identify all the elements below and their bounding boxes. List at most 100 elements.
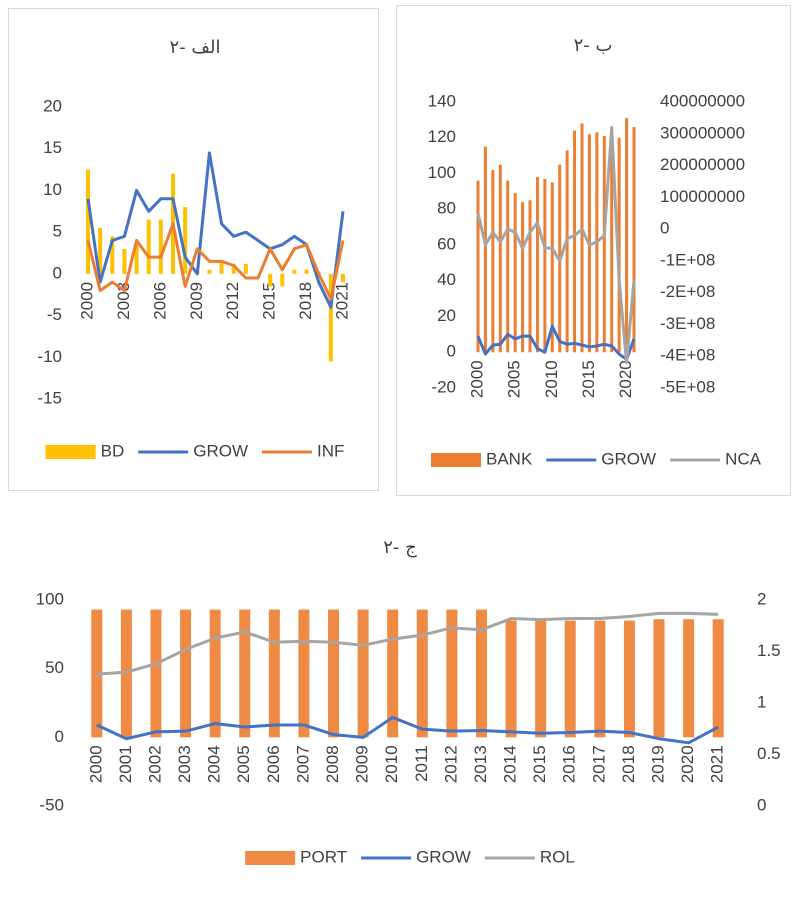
bar xyxy=(521,202,524,352)
legend-label: PORT xyxy=(300,847,347,866)
x-tick-label: 2014 xyxy=(501,745,520,783)
bar xyxy=(543,179,546,352)
x-tick-label: 2007 xyxy=(293,745,312,783)
bar xyxy=(491,170,494,352)
x-tick-label: 2021 xyxy=(332,282,351,320)
x-tick-label: 2006 xyxy=(264,745,283,783)
x-tick-label: 2003 xyxy=(175,745,194,783)
y2-tick-label: 300000000 xyxy=(660,123,745,142)
legend: PORTGROWROL xyxy=(245,847,575,866)
bar xyxy=(713,619,724,737)
y2-tick-label: -4E+08 xyxy=(660,346,715,365)
bar xyxy=(239,610,250,738)
x-tick-label: 2003 xyxy=(114,282,133,320)
x-tick-label: 2015 xyxy=(260,282,279,320)
x-tick-label: 2000 xyxy=(86,745,105,783)
bar xyxy=(269,610,280,738)
x-tick-label: 2009 xyxy=(353,745,372,783)
x-tick-label: 2006 xyxy=(150,282,169,320)
x-tick-label: 2011 xyxy=(412,745,431,782)
legend-label: GROW xyxy=(601,449,656,468)
bar xyxy=(484,147,487,353)
bar xyxy=(358,610,369,738)
y-tick-label: 80 xyxy=(437,199,456,218)
bar xyxy=(499,165,502,353)
x-tick-label: 2002 xyxy=(145,745,164,783)
bar xyxy=(298,610,309,738)
bar xyxy=(159,220,163,274)
bar xyxy=(625,118,628,352)
y2-tick-label: -1E+08 xyxy=(660,250,715,269)
y2-tick-label: 400000000 xyxy=(660,91,745,110)
y2-tick-label: 1 xyxy=(757,692,766,711)
x-tick-label: 2012 xyxy=(223,282,242,320)
x-tick-label: 2015 xyxy=(530,745,549,783)
bar xyxy=(86,170,90,274)
chart-title: ۲- ب xyxy=(574,35,613,56)
bar xyxy=(122,249,126,274)
chart-title: ۲- ج xyxy=(383,537,417,558)
legend-label: INF xyxy=(317,441,344,460)
bar xyxy=(683,619,694,737)
page: {"chart_data": [ {"type": "combo", "titl… xyxy=(0,0,793,901)
x-tick-label: 2018 xyxy=(619,745,638,783)
bar xyxy=(207,270,211,274)
bar xyxy=(417,610,428,738)
x-tick-label: 2004 xyxy=(205,745,224,783)
y2-tick-label: 1.5 xyxy=(757,641,781,660)
y2-tick-label: -3E+08 xyxy=(660,314,715,333)
x-tick-label: 2021 xyxy=(708,745,727,783)
x-tick-label: 2000 xyxy=(467,360,486,398)
bar xyxy=(529,200,532,352)
bar xyxy=(328,610,339,738)
y-tick-label: -50 xyxy=(39,795,64,814)
legend-swatch xyxy=(245,851,295,865)
x-tick-label: 2013 xyxy=(471,745,490,783)
x-tick-label: 2010 xyxy=(542,360,561,398)
y-tick-label: 0 xyxy=(53,263,62,282)
y-tick-label: 60 xyxy=(437,234,456,253)
x-tick-label: 2008 xyxy=(323,745,342,783)
bar xyxy=(305,270,309,274)
legend-label: BD xyxy=(101,441,125,460)
bar xyxy=(506,181,509,353)
chart-frame xyxy=(9,9,379,491)
y-tick-label: 100 xyxy=(36,589,64,608)
x-tick-label: 2019 xyxy=(649,745,668,783)
bar xyxy=(654,619,665,737)
bar xyxy=(147,220,151,274)
x-tick-label: 2012 xyxy=(441,745,460,783)
legend-label: GROW xyxy=(193,441,248,460)
figure: ۲- الف ۲- ب ۲- ج -15-10-5051015202000200… xyxy=(0,0,793,896)
bar xyxy=(573,131,576,353)
bar xyxy=(594,621,605,738)
bar xyxy=(477,181,480,353)
y2-tick-label: -2E+08 xyxy=(660,282,715,301)
x-tick-label: 2010 xyxy=(382,745,401,783)
y-tick-label: 5 xyxy=(53,222,62,241)
bar xyxy=(581,123,584,352)
legend-swatch xyxy=(431,453,481,467)
bar xyxy=(268,274,272,287)
y2-tick-label: 100000000 xyxy=(660,187,745,206)
legend-label: ROL xyxy=(540,847,575,866)
legend-swatch xyxy=(46,445,96,459)
bar xyxy=(180,610,191,738)
y-tick-label: 20 xyxy=(43,96,62,115)
bar xyxy=(535,621,546,738)
x-tick-label: 2005 xyxy=(234,745,253,783)
bar xyxy=(244,264,248,274)
y-tick-label: 140 xyxy=(428,91,456,110)
y-tick-label: -20 xyxy=(431,377,456,396)
y-tick-label: 120 xyxy=(428,127,456,146)
x-tick-label: 2000 xyxy=(77,282,96,320)
y2-tick-label: 0 xyxy=(660,219,669,238)
y-tick-label: -15 xyxy=(37,388,62,407)
bar xyxy=(280,274,284,287)
x-tick-label: 2009 xyxy=(187,282,206,320)
x-tick-label: 2018 xyxy=(296,282,315,320)
x-tick-label: 2020 xyxy=(678,745,697,783)
x-tick-label: 2017 xyxy=(589,745,608,783)
y2-tick-label: 0 xyxy=(757,795,766,814)
bar xyxy=(210,610,221,738)
